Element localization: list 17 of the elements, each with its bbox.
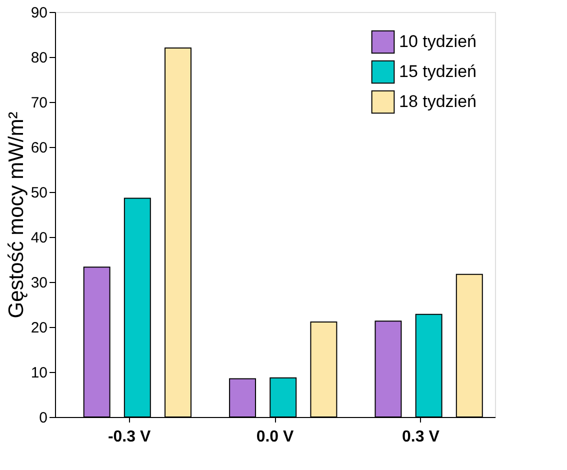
y-tick-label: 0 (39, 410, 48, 426)
y-tick-label: 30 (30, 274, 48, 292)
x-tick-label: -0.3 V (108, 428, 151, 446)
legend-label: 18 tydzień (399, 92, 476, 111)
y-tick-label: 90 (30, 4, 48, 22)
y-tick-label: 10 (30, 364, 48, 382)
y-tick-label: 20 (30, 320, 48, 336)
legend-label: 15 tydzień (399, 62, 476, 81)
x-tick-label: 0.3 V (402, 428, 440, 446)
y-tick-label: 70 (30, 94, 48, 112)
y-tick-label: 60 (30, 140, 48, 156)
y-tick-label: 40 (30, 230, 48, 246)
y-axis-title: Gęstość mocy mW/m² (4, 112, 28, 318)
y-tick-label: 50 (30, 184, 48, 202)
y-tick-label: 80 (30, 50, 48, 66)
x-tick-label: 0.0 V (256, 428, 294, 446)
legend-label: 10 tydzień (399, 32, 476, 51)
